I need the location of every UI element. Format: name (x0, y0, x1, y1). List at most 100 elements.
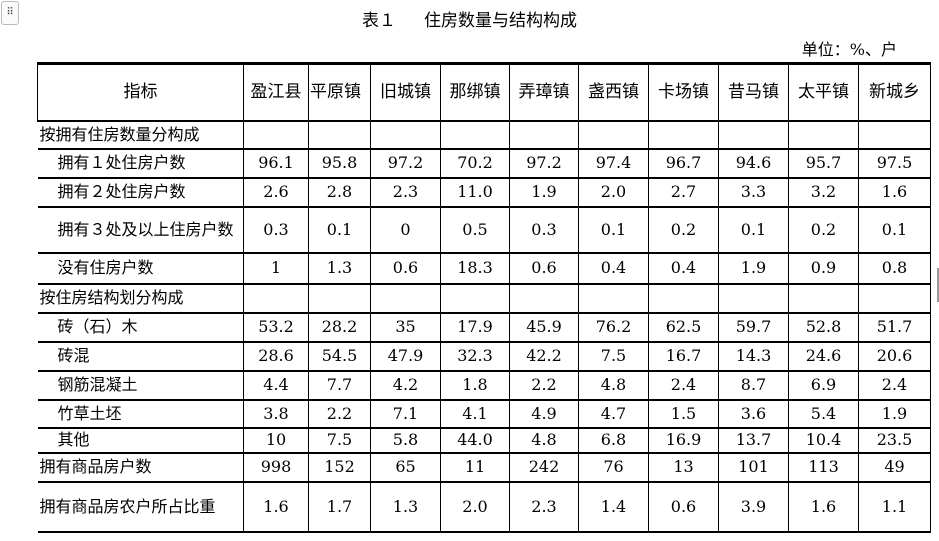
table-cell: 44.0 (440, 426, 510, 454)
table-row: 拥有商品房农户所占比重 1.6 1.7 1.3 2.0 2.3 1.4 0.6 3.9 1.6 1.… (37, 480, 931, 533)
table-cell: 3.2 (788, 176, 859, 208)
table-cell (440, 119, 510, 150)
table-cell: 1.6 (788, 480, 859, 533)
table-cell: 3.3 (718, 176, 789, 208)
header-column: 盏西镇 (578, 62, 649, 122)
table-cell: 95.8 (308, 147, 371, 179)
table-cell: 4.1 (440, 398, 510, 429)
table-cell: 0.9 (788, 251, 859, 285)
table-cell: 6.8 (578, 426, 649, 454)
table-cell: 0.3 (509, 205, 579, 254)
table-cell: 24.6 (788, 340, 859, 372)
table-cell (578, 282, 649, 314)
table-cell: 2.2 (509, 369, 579, 401)
table-cell: 101 (718, 451, 789, 483)
table-cell: 10.4 (788, 426, 859, 454)
row-label: 按拥有住房数量分构成 (37, 119, 244, 150)
table-cell (509, 119, 579, 150)
table-cell: 2.3 (509, 480, 579, 533)
table-cell: 242 (509, 451, 579, 483)
table-cell: 998 (243, 451, 309, 483)
header-column: 新城乡 (858, 62, 931, 122)
table-cell: 0.6 (509, 251, 579, 285)
table-cell: 2.8 (308, 176, 371, 208)
header-column: 弄璋镇 (509, 62, 579, 122)
table-cell: 4.9 (509, 398, 579, 429)
table-cell (243, 282, 309, 314)
table-cell (648, 119, 719, 150)
table-cell: 18.3 (440, 251, 510, 285)
table-cell: 6.9 (788, 369, 859, 401)
table-cell: 16.9 (648, 426, 719, 454)
table-cell: 96.7 (648, 147, 719, 179)
header-row: 指标 盈江县 平原镇 旧城镇 那绑镇 弄璋镇 盏西镇 卡场镇 昔马镇 太平镇 新城乡 (37, 62, 931, 122)
table-cell: 11.0 (440, 176, 510, 208)
table-cell: 3.6 (718, 398, 789, 429)
table-cell (858, 119, 931, 150)
table-cell: 0 (370, 205, 441, 254)
table-cell: 7.5 (308, 426, 371, 454)
table-cell: 17.9 (440, 311, 510, 343)
row-label: 钢筋混凝土 (37, 369, 244, 401)
table-cell: 1.4 (578, 480, 649, 533)
table-row: 其他 10 7.5 5.8 44.0 4.8 6.8 16.9 13.7 10.4 23.5 (37, 426, 931, 454)
table-row: 钢筋混凝土 4.4 7.7 4.2 1.8 2.2 4.8 2.4 8.7 6.9 2.4 (37, 369, 931, 401)
table-cell: 1.3 (370, 480, 441, 533)
table-cell: 2.0 (440, 480, 510, 533)
table-row: 拥有商品房户数 998 152 65 11 242 76 13 101 113 49 (37, 451, 931, 483)
header-column: 太平镇 (788, 62, 859, 122)
table-cell: 0.1 (308, 205, 371, 254)
table-cell: 0.5 (440, 205, 510, 254)
table-cell: 0.1 (718, 205, 789, 254)
table-cell: 0.4 (578, 251, 649, 285)
header-column: 那绑镇 (440, 62, 510, 122)
table-title: 表１ 住房数量与结构构成 (0, 6, 939, 31)
row-label: 拥有商品房户数 (37, 451, 244, 483)
row-label: 拥有商品房农户所占比重 (37, 480, 244, 533)
table-title-text: 住房数量与结构构成 (424, 11, 577, 31)
table-cell: 16.7 (648, 340, 719, 372)
table-cell: 4.4 (243, 369, 309, 401)
header-indicator: 指标 (37, 62, 244, 122)
drag-handle-icon[interactable]: ⠿ (1, 1, 19, 25)
table-cell: 0.2 (788, 205, 859, 254)
table-cell: 59.7 (718, 311, 789, 343)
table-cell: 20.6 (858, 340, 931, 372)
table-cell: 28.6 (243, 340, 309, 372)
table-row: 拥有２处住房户数 2.6 2.8 2.3 11.0 1.9 2.0 2.7 3.3 3.2 1.6 (37, 176, 931, 208)
table-row: 拥有３处及以上住房户数 0.3 0.1 0 0.5 0.3 0.1 0.2 0.1 0.2 0.1 (37, 205, 931, 254)
table-cell: 54.5 (308, 340, 371, 372)
header-column: 平原镇 (308, 62, 371, 122)
table-cell: 2.4 (858, 369, 931, 401)
header-column: 昔马镇 (718, 62, 789, 122)
table-cell: 53.2 (243, 311, 309, 343)
table-cell: 0.8 (858, 251, 931, 285)
header-column: 卡场镇 (648, 62, 719, 122)
table-cell: 1 (243, 251, 309, 285)
table-cell: 95.7 (788, 147, 859, 179)
scrollbar[interactable] (937, 268, 939, 302)
table-cell: 42.2 (509, 340, 579, 372)
housing-table: 指标 盈江县 平原镇 旧城镇 那绑镇 弄璋镇 盏西镇 卡场镇 昔马镇 太平镇 新城乡 按拥有住房数量分… (37, 62, 931, 533)
table-cell: 3.8 (243, 398, 309, 429)
table-cell: 1.5 (648, 398, 719, 429)
table-cell: 1.1 (858, 480, 931, 533)
table-cell: 3.9 (718, 480, 789, 533)
table-cell: 1.6 (243, 480, 309, 533)
table-cell: 97.5 (858, 147, 931, 179)
table-cell (648, 282, 719, 314)
table-cell: 2.0 (578, 176, 649, 208)
table-cell: 0.6 (648, 480, 719, 533)
table-cell: 2.6 (243, 176, 309, 208)
table-cell: 97.2 (370, 147, 441, 179)
table-cell (718, 119, 789, 150)
table-cell (788, 282, 859, 314)
table-cell: 7.7 (308, 369, 371, 401)
table-cell: 13.7 (718, 426, 789, 454)
table-cell: 1.8 (440, 369, 510, 401)
table-cell (858, 282, 931, 314)
table-cell: 2.4 (648, 369, 719, 401)
table-cell: 28.2 (308, 311, 371, 343)
table-cell: 0.1 (858, 205, 931, 254)
table-row: 竹草土坯 3.8 2.2 7.1 4.1 4.9 4.7 1.5 3.6 5.4 1.9 (37, 398, 931, 429)
